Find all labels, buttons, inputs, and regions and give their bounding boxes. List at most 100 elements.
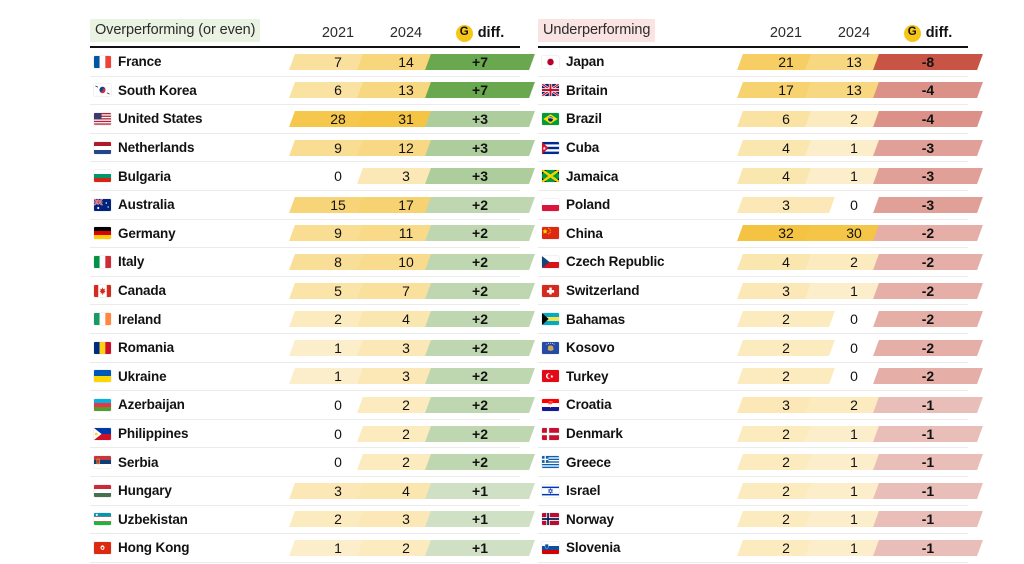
country-name: Hong Kong [118,540,190,556]
medals-2024-cell: 1 [805,425,903,442]
diff-cell: +2 [425,454,535,471]
country-cell: Czech Republic [538,254,752,269]
value-text: 1 [334,368,342,385]
medals-2021-cell: 5 [289,282,387,299]
country-name: Bahamas [566,311,625,327]
table-row[interactable]: Uzbekistan 2 3 +1 [90,506,535,535]
underperforming-label: Underperforming [538,18,656,42]
value-text: 17 [778,82,794,99]
table-row[interactable]: Ukraine 1 3 +2 [90,363,535,392]
medals-2021-cell: 4 [737,139,835,156]
flag-japan-icon [542,55,559,68]
diff-cell: -2 [873,253,983,270]
country-cell: South Korea [90,83,304,98]
medals-2021-cell: 3 [289,482,387,499]
medals-2024-cell: 1 [805,482,903,499]
table-row[interactable]: Romania 1 3 +2 [90,334,535,363]
table-row[interactable]: Croatia 3 2 -1 [538,391,983,420]
table-row[interactable]: Canada 5 7 +2 [90,277,535,306]
diff-cell: +2 [425,311,535,328]
diff-text: -1 [921,511,935,528]
table-row[interactable]: Britain 17 13 -4 [538,77,983,106]
table-row[interactable]: Serbia 0 2 +2 [90,448,535,477]
table-row[interactable]: Jamaica 4 1 -3 [538,162,983,191]
value-text: 0 [850,339,858,356]
table-row[interactable]: Greece 2 1 -1 [538,448,983,477]
value-text: 2 [782,482,790,499]
country-name: Japan [566,54,605,70]
table-row[interactable]: Australia 15 17 +2 [90,191,535,220]
table-row[interactable]: Kosovo 2 0 -2 [538,334,983,363]
table-row[interactable]: Czech Republic 4 2 -2 [538,248,983,277]
medals-2021-cell: 32 [737,225,835,242]
value-text: 2 [782,454,790,471]
table-row[interactable]: Poland 3 0 -3 [538,191,983,220]
diff-text: -2 [921,253,935,270]
diff-cell: +1 [425,482,535,499]
country-cell: Romania [90,340,304,355]
flag-kosovo-icon [542,341,559,354]
medals-2024-cell: 0 [820,368,888,384]
diff-cell: -4 [873,110,983,127]
value-text: 0 [850,311,858,328]
country-name: Hungary [118,483,172,499]
table-row[interactable]: Germany 9 11 +2 [90,220,535,249]
diff-text: +2 [472,225,488,242]
table-row[interactable]: United States 28 31 +3 [90,105,535,134]
value-text: 7 [402,282,410,299]
flag-ukraine-icon [94,370,111,383]
diff-cell: -2 [873,339,983,356]
table-row[interactable]: Denmark 2 1 -1 [538,420,983,449]
medals-2024-cell: 3 [357,339,455,356]
table-row[interactable]: South Korea 6 13 +7 [90,77,535,106]
value-text: 3 [402,339,410,356]
medals-2024-cell: 3 [357,511,455,528]
diff-cell: -8 [873,53,983,70]
medals-2024-cell: 2 [357,454,455,471]
table-row[interactable]: Norway 2 1 -1 [538,506,983,535]
diff-text: +3 [472,168,488,185]
diff-text: -2 [921,225,935,242]
diff-text: -3 [921,139,935,156]
table-row[interactable]: Hungary 3 4 +1 [90,477,535,506]
diff-cell: +3 [425,168,535,185]
value-text: 0 [334,168,342,185]
value-text: 3 [402,511,410,528]
table-row[interactable]: Israel 2 1 -1 [538,477,983,506]
column-header-2021: 2021 [321,25,355,41]
table-row[interactable]: Slovenia 2 1 -1 [538,534,983,563]
value-text: 2 [782,539,790,556]
table-row[interactable]: Japan 21 13 -8 [538,48,983,77]
country-cell: Ukraine [90,369,304,384]
medals-2024-cell: 13 [805,53,903,70]
table-row[interactable]: Turkey 2 0 -2 [538,363,983,392]
table-row[interactable]: Italy 8 10 +2 [90,248,535,277]
table-row[interactable]: Hong Kong 1 2 +1 [90,534,535,563]
value-text: 11 [398,225,414,242]
diff-cell: +2 [425,339,535,356]
value-text: 3 [402,168,410,185]
country-cell: Italy [90,254,304,269]
table-row[interactable]: Bahamas 2 0 -2 [538,305,983,334]
country-cell: Cuba [538,140,752,155]
table-row[interactable]: France 7 14 +7 [90,48,535,77]
table-row[interactable]: Ireland 2 4 +2 [90,305,535,334]
table-row[interactable]: Azerbaijan 0 2 +2 [90,391,535,420]
overperforming-panel: Overperforming (or even) 2021 2024 G dif… [90,18,535,564]
table-row[interactable]: Netherlands 9 12 +3 [90,134,535,163]
country-cell: Denmark [538,426,752,441]
medals-2021-cell: 7 [289,53,387,70]
table-row[interactable]: Bulgaria 0 3 +3 [90,162,535,191]
table-row[interactable]: Cuba 4 1 -3 [538,134,983,163]
table-row[interactable]: Switzerland 3 1 -2 [538,277,983,306]
flag-poland-icon [542,198,559,211]
flag-hong-kong-icon [94,541,111,554]
table-row[interactable]: Brazil 6 2 -4 [538,105,983,134]
value-text: 1 [850,168,858,185]
table-row[interactable]: China 32 30 -2 [538,220,983,249]
diff-label: diff. [477,25,505,41]
medals-2021-cell: 1 [289,339,387,356]
value-text: 0 [334,425,342,442]
diff-cell: -2 [873,311,983,328]
table-row[interactable]: Philippines 0 2 +2 [90,420,535,449]
